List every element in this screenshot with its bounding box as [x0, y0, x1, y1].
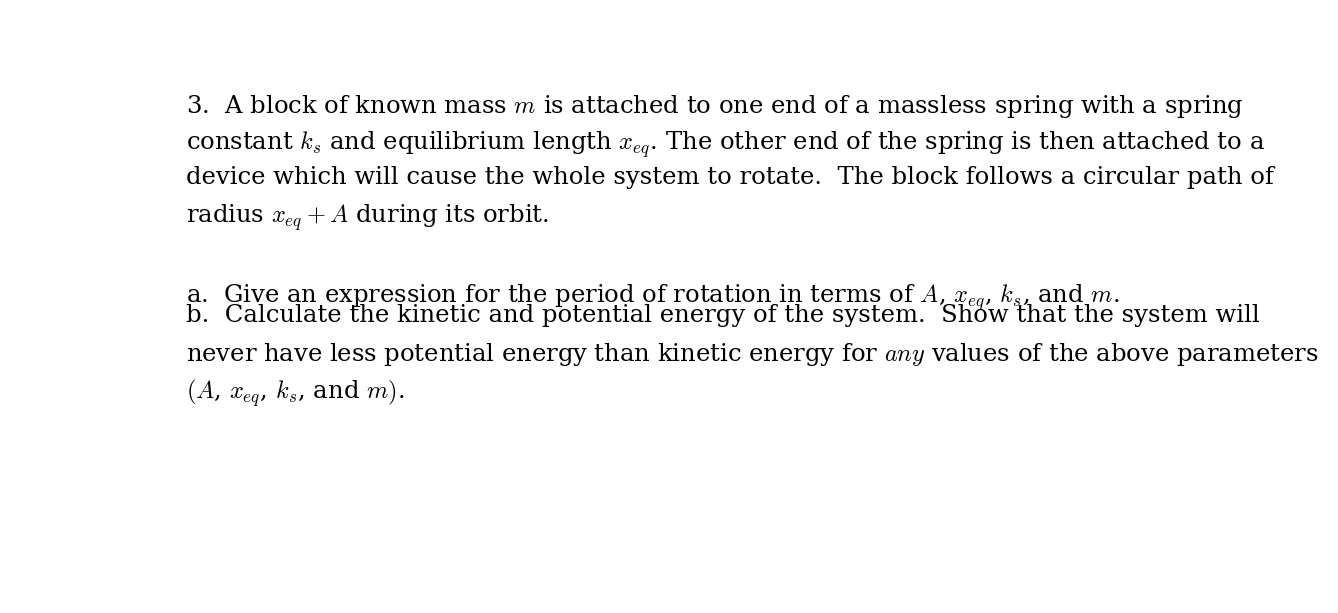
- Text: a.  Give an expression for the period of rotation in terms of $A$, $x_{eq}$, $k_: a. Give an expression for the period of …: [186, 283, 1120, 313]
- Text: $(A$, $x_{eq}$, $k_s$, and $m)$.: $(A$, $x_{eq}$, $k_s$, and $m)$.: [186, 377, 404, 408]
- Text: b.  Calculate the kinetic and potential energy of the system.  Show that the sys: b. Calculate the kinetic and potential e…: [186, 304, 1259, 327]
- Text: 3.  A block of known mass $m$ is attached to one end of a massless spring with a: 3. A block of known mass $m$ is attached…: [186, 93, 1244, 120]
- Text: never have less potential energy than kinetic energy for $\mathit{any}$ values o: never have less potential energy than ki…: [186, 341, 1318, 368]
- Text: device which will cause the whole system to rotate.  The block follows a circula: device which will cause the whole system…: [186, 166, 1274, 189]
- Text: constant $k_s$ and equilibrium length $x_{eq}$. The other end of the spring is t: constant $k_s$ and equilibrium length $x…: [186, 130, 1264, 161]
- Text: radius $x_{eq} + A$ during its orbit.: radius $x_{eq} + A$ during its orbit.: [186, 202, 549, 233]
